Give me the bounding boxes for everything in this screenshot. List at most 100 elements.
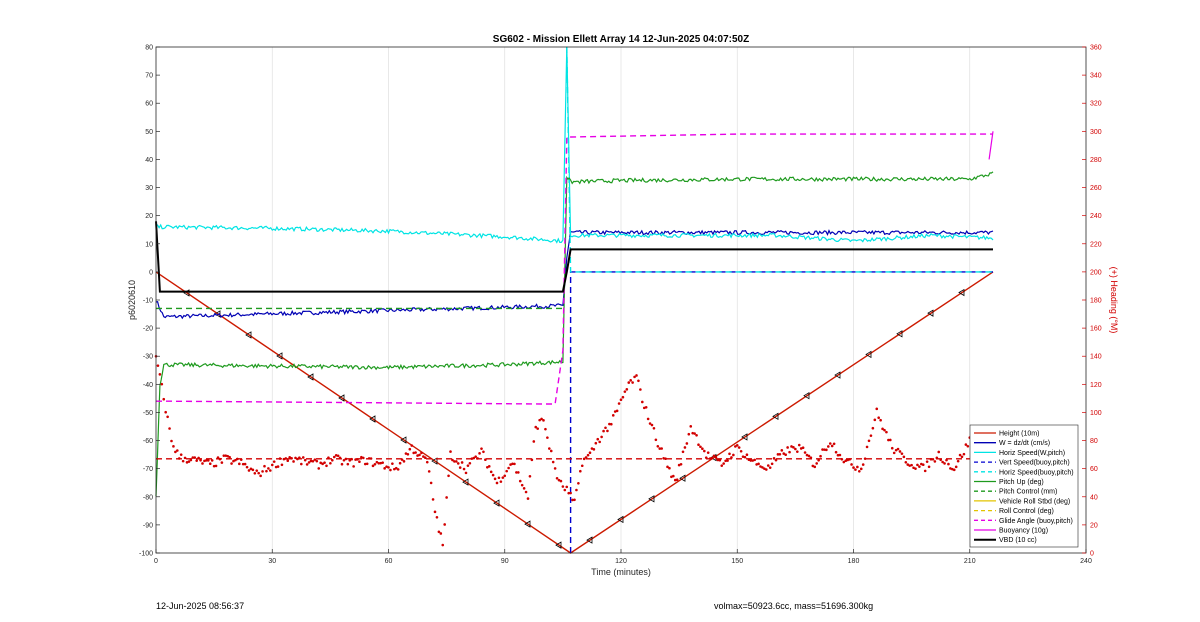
heading-right-axis-point [631,381,634,384]
legend-label: W = dz/dt (cm/s) [999,440,1050,447]
heading-right-axis-point [437,530,441,534]
heading-right-axis-point [238,462,241,466]
y-tick-label: 40 [145,157,153,164]
heading-right-axis-point [896,447,900,451]
heading-right-axis-point [960,455,964,459]
y2-tick-label: 340 [1090,73,1102,80]
legend-label: Roll Control (deg) [999,508,1054,515]
heading-right-axis-point [889,438,892,442]
y-tick-label: -100 [139,551,153,558]
y2-tick-label: 40 [1090,494,1098,501]
heading-right-axis-point [805,453,809,457]
heading-right-axis-point [375,460,379,464]
heading-right-axis-point [854,468,857,471]
heading-right-axis-point [619,398,623,401]
heading-right-axis-point [838,453,842,457]
height-10m-marker [741,433,748,441]
legend-label: Vert Speed(buoy,pitch) [999,460,1070,467]
height-10m-marker [586,536,593,544]
heading-right-axis-point [555,476,559,480]
x-tick-label: 90 [501,558,509,565]
heading-right-axis-point [156,364,160,367]
heading-right-axis-point [863,457,867,460]
heading-right-axis-point [220,461,224,464]
heading-right-axis-point [637,379,640,383]
y-tick-label: 50 [145,129,153,136]
y2-tick-label: 120 [1090,382,1102,389]
heading-right-axis-point [191,456,195,459]
heading-right-axis-point [230,462,233,465]
height-10m-marker [896,330,903,338]
y2-tick-label: 20 [1090,522,1098,529]
heading-right-axis-point [646,417,650,421]
heading-right-axis-point [660,447,663,450]
y2-tick-label: 320 [1090,101,1102,108]
heading-right-axis-point [894,448,898,452]
heading-right-axis-point [179,453,183,456]
chart-svg: 0 30 60 90 120 150 180 210 240 -100-90-80-70-60-… [127,34,1119,577]
heading-right-axis-point [183,456,187,460]
heading-right-axis-point [867,439,871,443]
heading-right-axis-point [598,440,601,444]
footer-date: 12-Jun-2025 08:56:37 [156,601,245,611]
heading-right-axis-point [456,462,460,465]
y-tick-label: 60 [145,101,153,108]
heading-right-axis-point [245,465,249,469]
heading-right-axis-point [410,444,414,447]
y2-tick-label: 300 [1090,129,1102,136]
heading-right-axis-point [875,407,879,411]
heading-right-axis-point [606,429,609,433]
heading-right-axis-point [604,426,607,430]
heading-right-axis-point [487,465,491,468]
heading-right-axis-point [850,463,853,466]
heading-right-axis-point [654,438,658,442]
heading-right-axis-point [503,474,507,478]
heading-right-axis-point [425,460,429,464]
heading-right-axis-point [255,469,259,472]
heading-right-axis-point [817,458,820,462]
heading-right-axis-point [340,462,344,466]
heading-right-axis-point [544,427,547,431]
heading-right-axis-point [873,418,877,422]
heading-right-axis-point [706,451,710,454]
heading-right-axis-point [518,479,522,483]
heading-right-axis-point [515,471,518,474]
heading-right-axis-point [455,460,458,463]
y2-tick-label: 180 [1090,298,1102,305]
heading-right-axis-point [379,461,383,465]
heading-right-axis-point [749,459,753,462]
heading-right-axis-point [164,410,167,414]
heading-right-axis-point [522,487,526,490]
heading-right-axis-point [396,468,400,471]
heading-right-axis-point [453,460,456,463]
heading-right-axis-point [524,490,528,494]
heading-right-axis-point [588,451,592,454]
heading-right-axis-point [431,498,435,501]
heading-right-axis-point [199,458,202,462]
heading-right-axis-point [272,460,276,463]
heading-right-axis-point [819,454,822,458]
heading-right-axis-point [274,465,278,469]
heading-right-axis-point [695,433,698,437]
heading-right-axis-point [898,450,902,453]
heading-right-axis-point [811,464,815,468]
heading-right-axis-point [435,515,439,519]
heading-right-axis-point [644,405,648,409]
heading-right-axis-point [195,459,198,462]
y-tick-label: 70 [145,73,153,80]
heading-right-axis-point [497,476,501,480]
heading-right-axis-point [881,427,884,431]
legend-label: VBD (10 cc) [999,537,1037,544]
heading-right-axis-point [902,455,906,459]
heading-right-axis-point [778,452,782,456]
heading-right-axis-point [480,447,483,450]
heading-right-axis-point [358,460,361,464]
heading-right-axis-point [549,449,553,453]
heading-right-axis-point [305,463,309,466]
y2-tick-label: 200 [1090,269,1102,276]
heading-right-axis-point [759,465,762,468]
heading-right-axis-point [563,488,567,492]
height-10m-marker [803,391,810,400]
glide-angle-buoy-pitch-line [156,133,993,405]
heading-right-axis-point [871,426,875,430]
